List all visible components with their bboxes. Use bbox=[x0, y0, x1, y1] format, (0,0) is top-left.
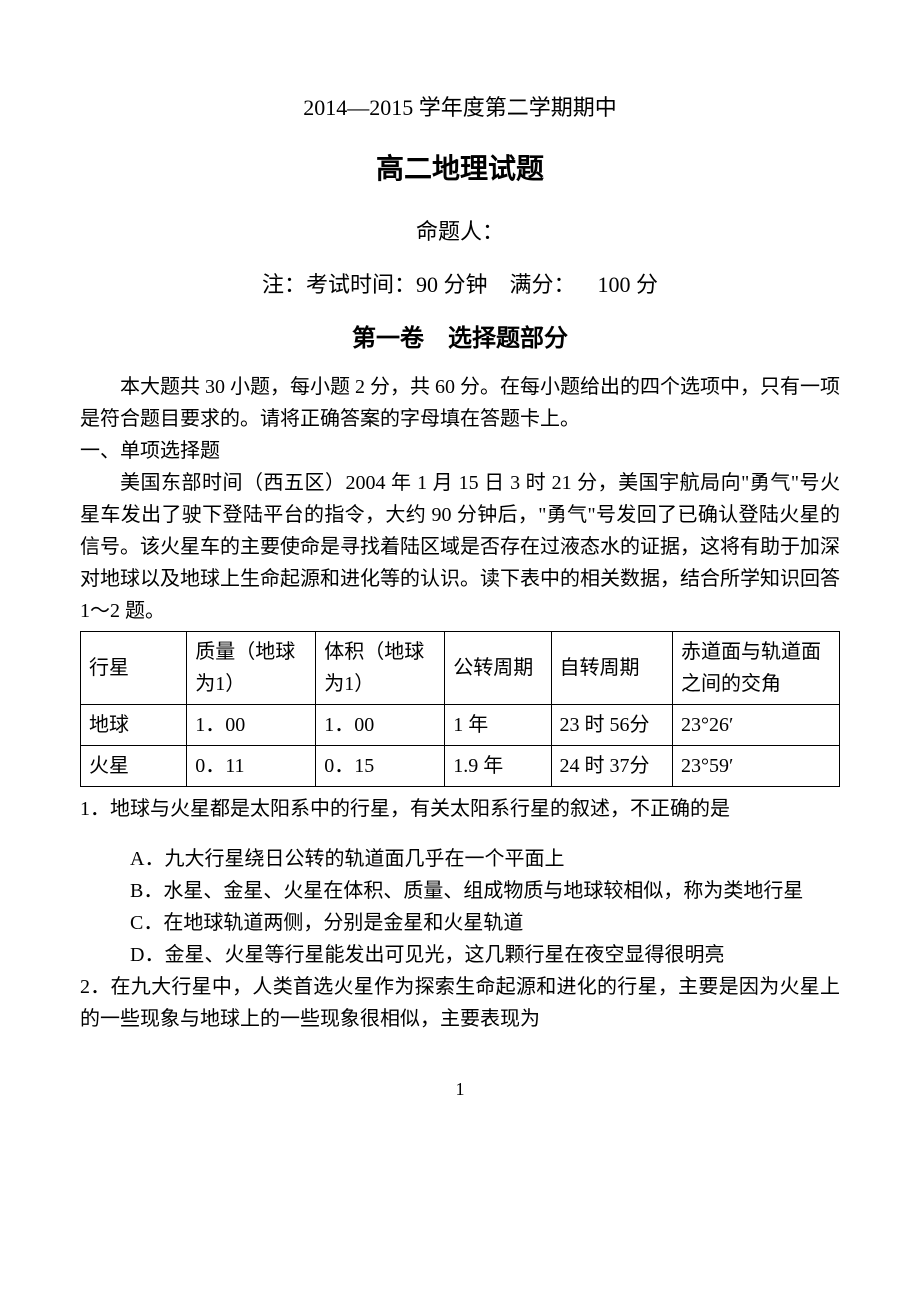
question-1-options: A．九大行星绕日公转的轨道面几乎在一个平面上 B．水星、金星、火星在体积、质量、… bbox=[80, 843, 840, 971]
table-row: 火星 0．11 0．15 1.9 年 24 时 37分 23°59′ bbox=[81, 745, 840, 786]
table-row: 地球 1．00 1．00 1 年 23 时 56分 23°26′ bbox=[81, 704, 840, 745]
table-header-cell: 公转周期 bbox=[445, 631, 551, 704]
planet-data-table: 行星 质量（地球为1） 体积（地球为1） 公转周期 自转周期 赤道面与轨道面之间… bbox=[80, 631, 840, 787]
table-cell: 23°59′ bbox=[672, 745, 839, 786]
table-cell: 1．00 bbox=[187, 704, 316, 745]
table-cell: 1.9 年 bbox=[445, 745, 551, 786]
table-cell: 23°26′ bbox=[672, 704, 839, 745]
section-header: 第一卷 选择题部分 bbox=[80, 320, 840, 358]
exam-note: 注：考试时间：90 分钟 满分： 100 分 bbox=[80, 267, 840, 302]
section-instruction: 本大题共 30 小题，每小题 2 分，共 60 分。在每小题给出的四个选项中，只… bbox=[80, 371, 840, 435]
table-header-cell: 行星 bbox=[81, 631, 187, 704]
page-number: 1 bbox=[80, 1075, 840, 1104]
passage-text: 美国东部时间（西五区）2004 年 1 月 15 日 3 时 21 分，美国宇航… bbox=[80, 467, 840, 627]
table-header-row: 行星 质量（地球为1） 体积（地球为1） 公转周期 自转周期 赤道面与轨道面之间… bbox=[81, 631, 840, 704]
question-1: 1．地球与火星都是太阳系中的行星，有关太阳系行星的叙述，不正确的是 A．九大行星… bbox=[80, 793, 840, 971]
option-a: A．九大行星绕日公转的轨道面几乎在一个平面上 bbox=[130, 843, 840, 875]
author-label: 命题人： bbox=[80, 214, 840, 249]
table-cell: 24 时 37分 bbox=[551, 745, 672, 786]
table-cell: 23 时 56分 bbox=[551, 704, 672, 745]
table-cell: 火星 bbox=[81, 745, 187, 786]
option-b: B．水星、金星、火星在体积、质量、组成物质与地球较相似，称为类地行星 bbox=[130, 875, 840, 907]
question-2: 2．在九大行星中，人类首选火星作为探索生命起源和进化的行星，主要是因为火星上的一… bbox=[80, 971, 840, 1035]
option-c: C．在地球轨道两侧，分别是金星和火星轨道 bbox=[130, 907, 840, 939]
table-cell: 1 年 bbox=[445, 704, 551, 745]
subsection-heading: 一、单项选择题 bbox=[80, 435, 840, 467]
table-header-cell: 质量（地球为1） bbox=[187, 631, 316, 704]
table-header-cell: 自转周期 bbox=[551, 631, 672, 704]
exam-subject-title: 高二地理试题 bbox=[80, 147, 840, 192]
exam-term-title: 2014—2015 学年度第二学期期中 bbox=[80, 90, 840, 125]
table-cell: 0．11 bbox=[187, 745, 316, 786]
question-1-text: 1．地球与火星都是太阳系中的行星，有关太阳系行星的叙述，不正确的是 bbox=[80, 793, 840, 825]
table-cell: 1．00 bbox=[316, 704, 445, 745]
option-d: D．金星、火星等行星能发出可见光，这几颗行星在夜空显得很明亮 bbox=[130, 939, 840, 971]
table-cell: 0．15 bbox=[316, 745, 445, 786]
table-header-cell: 体积（地球为1） bbox=[316, 631, 445, 704]
table-cell: 地球 bbox=[81, 704, 187, 745]
question-2-text: 2．在九大行星中，人类首选火星作为探索生命起源和进化的行星，主要是因为火星上的一… bbox=[80, 971, 840, 1035]
table-header-cell: 赤道面与轨道面之间的交角 bbox=[672, 631, 839, 704]
